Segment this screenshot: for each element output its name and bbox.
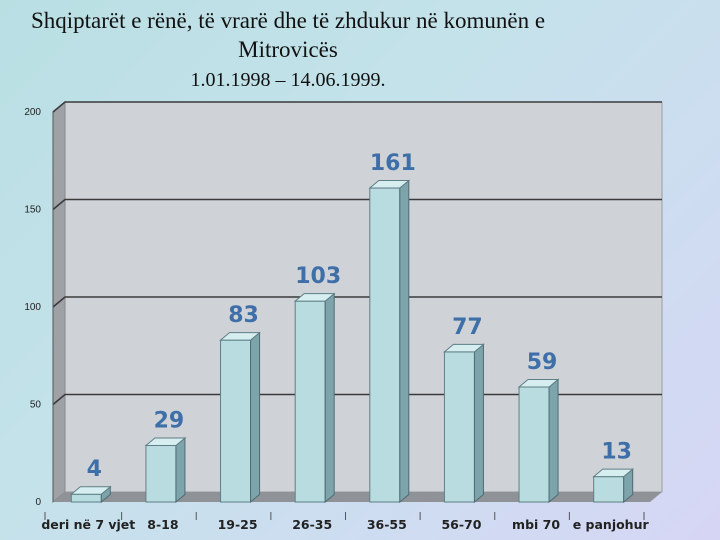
x-category-label: deri në 7 vjet bbox=[41, 517, 135, 532]
x-category-label: mbi 70 bbox=[512, 517, 560, 532]
bar-front bbox=[369, 187, 401, 503]
chart-title: Shqiptarët e rënë, të vrarë dhe të zhduk… bbox=[30, 8, 546, 62]
x-category-label: e panjohur bbox=[573, 517, 650, 532]
bar-side bbox=[324, 292, 335, 504]
bar-side bbox=[399, 179, 410, 504]
x-category-label: 36-55 bbox=[367, 517, 407, 532]
data-label: 103 bbox=[295, 264, 341, 289]
bar-top bbox=[69, 486, 112, 495]
bar-front bbox=[220, 339, 252, 503]
y-tick-label: 150 bbox=[24, 205, 41, 216]
x-category-label: 8-18 bbox=[147, 517, 178, 532]
bar bbox=[293, 292, 336, 504]
bar-front bbox=[443, 351, 475, 503]
data-label: 59 bbox=[527, 350, 558, 375]
y-tick-label: 50 bbox=[30, 400, 42, 411]
bar-top bbox=[517, 378, 560, 388]
bar bbox=[368, 179, 411, 504]
data-label: 161 bbox=[370, 151, 416, 176]
y-tick-label: 100 bbox=[24, 302, 41, 313]
data-label: 77 bbox=[452, 315, 483, 340]
bar-top bbox=[219, 332, 261, 341]
y-tick-label: 0 bbox=[35, 497, 41, 508]
bar-top bbox=[443, 343, 485, 353]
bar-front bbox=[593, 476, 625, 503]
bar-top bbox=[592, 468, 635, 478]
bar-front bbox=[294, 300, 326, 503]
bar-front bbox=[145, 444, 177, 503]
gridline bbox=[52, 198, 662, 211]
bar-side bbox=[548, 378, 559, 504]
bar bbox=[144, 436, 187, 504]
data-label: 29 bbox=[154, 408, 185, 433]
x-category-label: 26-35 bbox=[292, 517, 332, 532]
chart-titles: Shqiptarët e rënë, të vrarë dhe të zhduk… bbox=[0, 6, 576, 92]
chart-subtitle: 1.01.1998 – 14.06.1999. bbox=[190, 69, 386, 91]
y-tick-label: 200 bbox=[24, 107, 41, 118]
bar-side bbox=[250, 331, 261, 504]
data-label: 83 bbox=[228, 303, 259, 328]
bar-top bbox=[368, 180, 411, 189]
bar bbox=[69, 485, 112, 504]
x-category-label: 56-70 bbox=[441, 517, 481, 532]
bar-side bbox=[473, 343, 484, 504]
bar bbox=[443, 343, 485, 504]
chart-floor bbox=[53, 492, 662, 502]
bar-front bbox=[518, 386, 550, 503]
bar-top bbox=[293, 293, 336, 302]
x-category-label: 19-25 bbox=[218, 517, 258, 532]
bar-front bbox=[70, 493, 102, 503]
data-label: 4 bbox=[87, 457, 102, 482]
data-label: 13 bbox=[601, 440, 632, 465]
gridline bbox=[52, 296, 662, 308]
bar bbox=[517, 378, 560, 504]
gridline bbox=[52, 101, 662, 113]
bar-side bbox=[175, 436, 186, 504]
bar bbox=[219, 331, 261, 504]
bar bbox=[592, 468, 635, 504]
bar-top bbox=[144, 437, 187, 446]
